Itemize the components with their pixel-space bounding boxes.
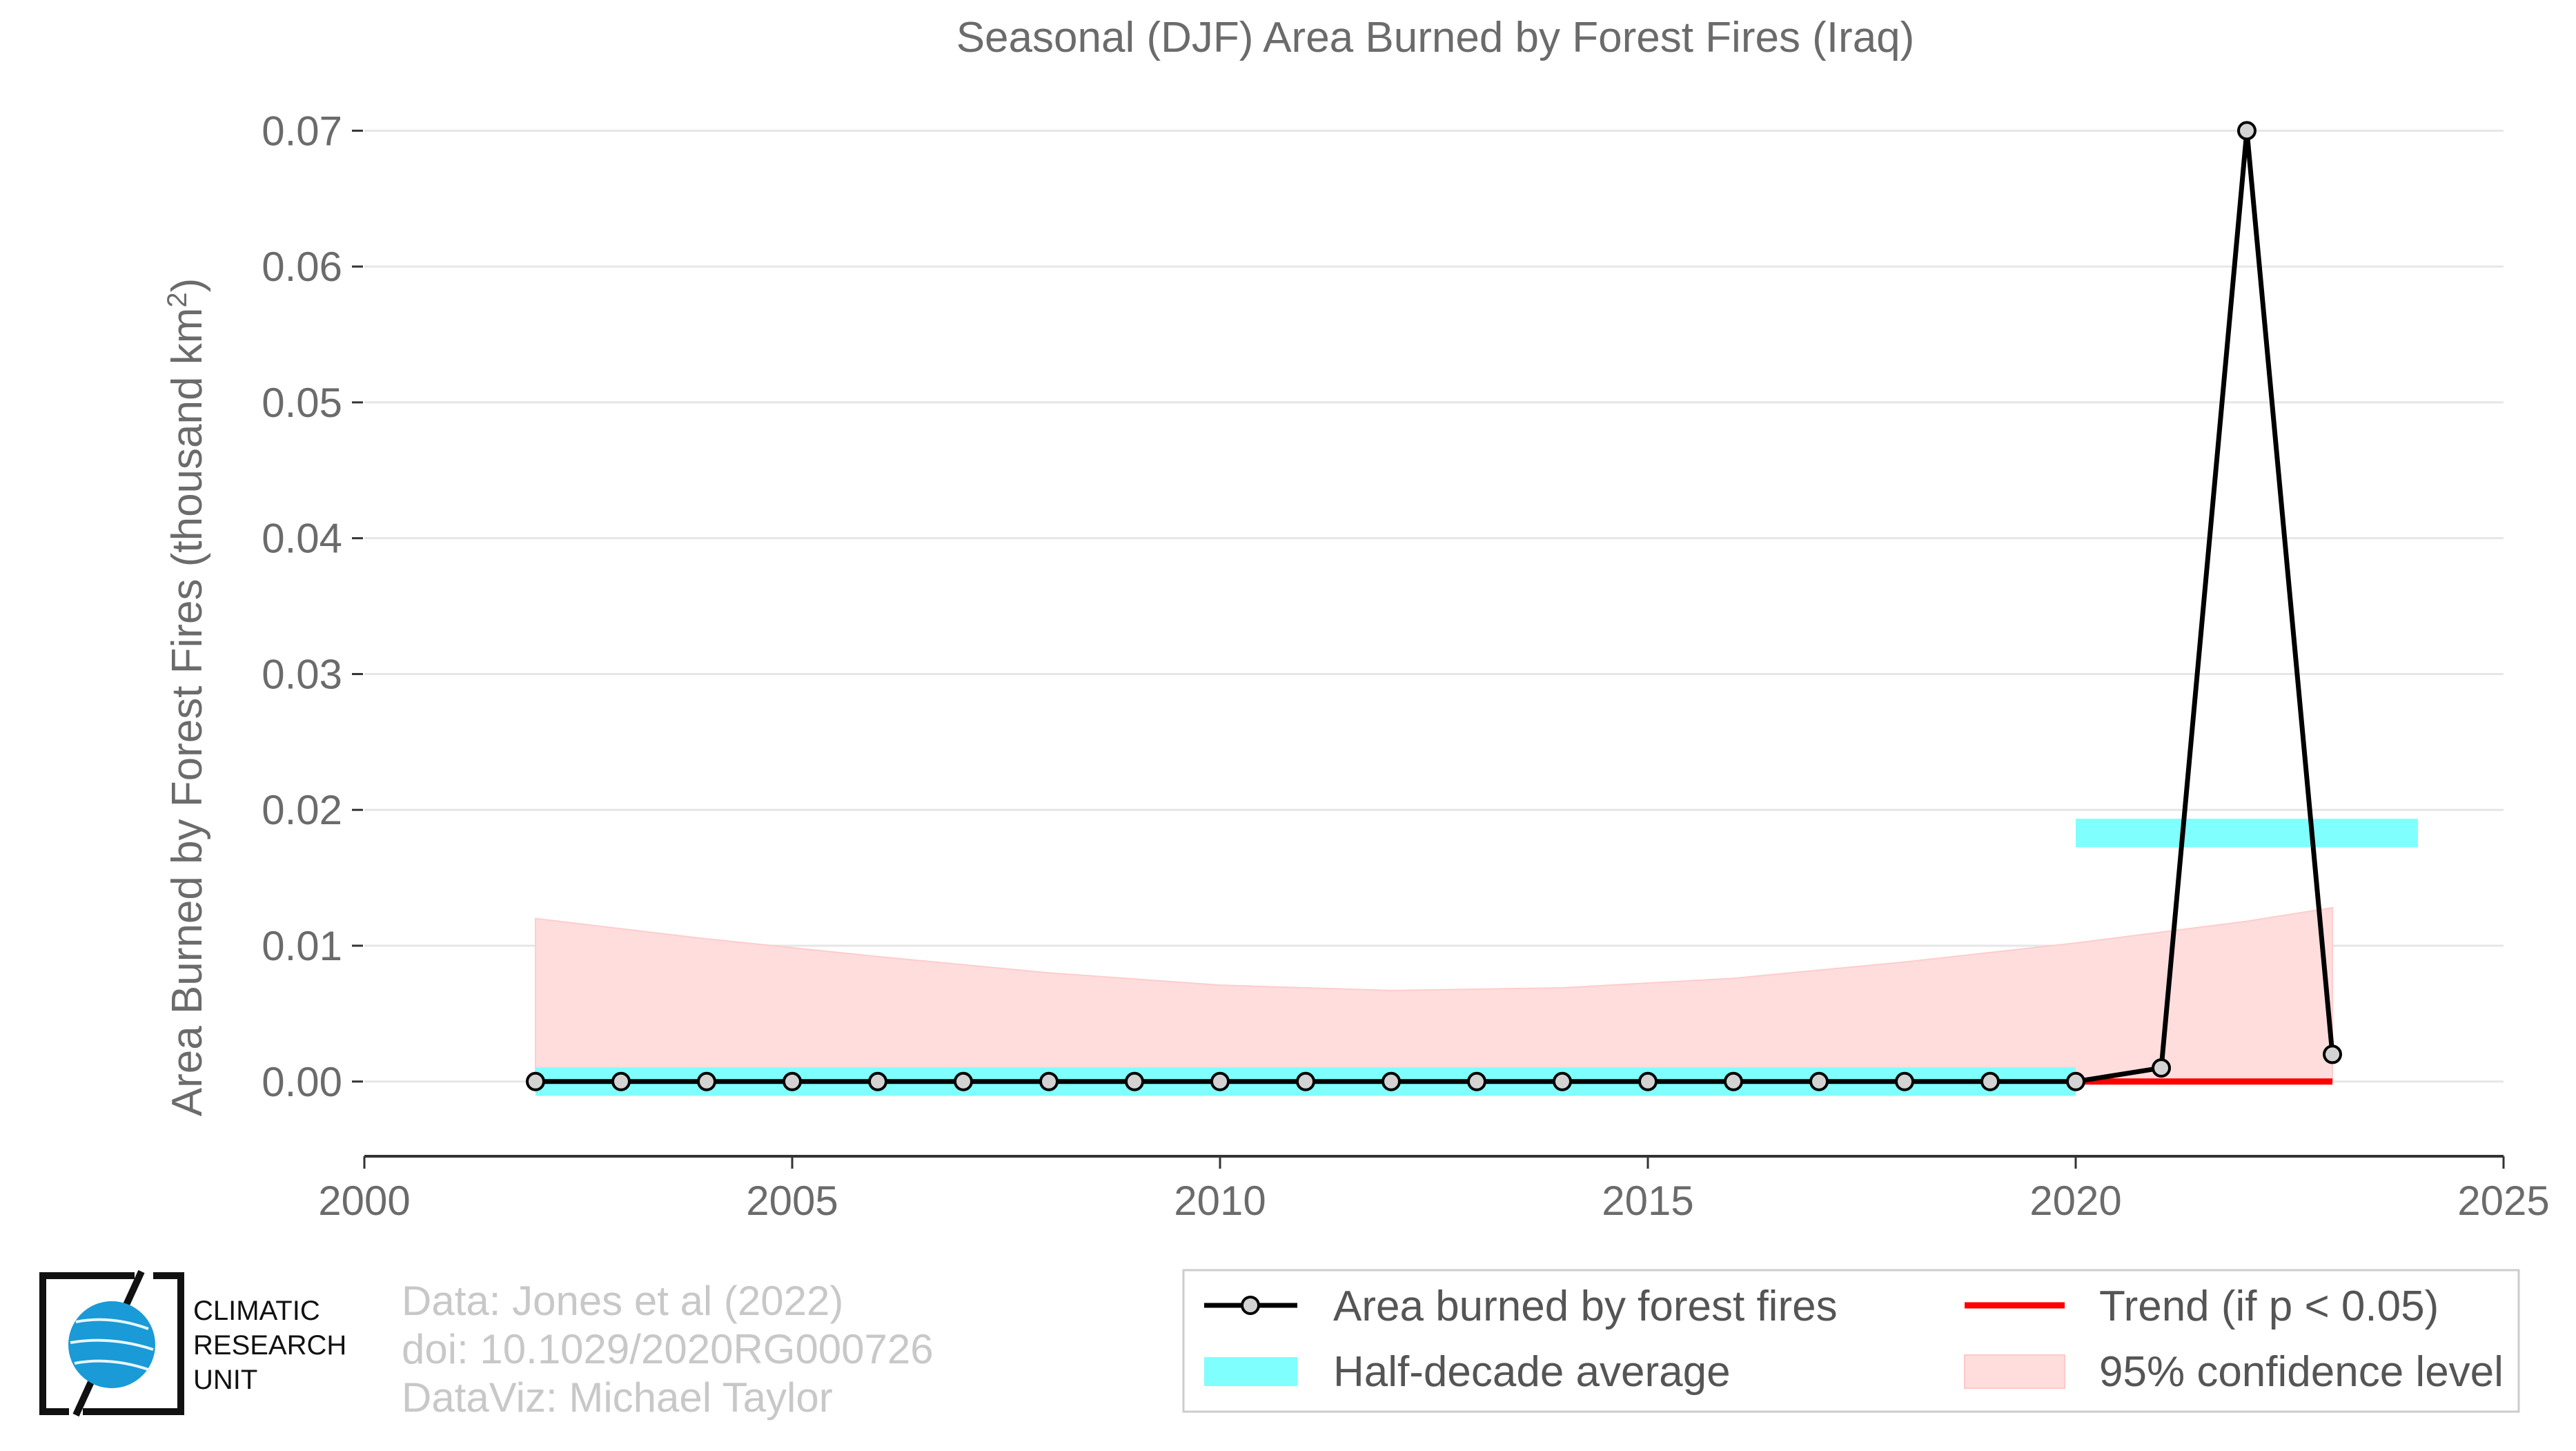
y-tick-label: 0.04 bbox=[262, 516, 342, 562]
logo-text-line2: RESEARCH bbox=[193, 1330, 346, 1361]
series-point bbox=[1980, 1071, 2000, 1091]
half-decade-average-bar bbox=[2076, 819, 2418, 848]
series-point bbox=[1553, 1071, 1572, 1091]
series-point bbox=[611, 1071, 631, 1091]
y-tick-label: 0.01 bbox=[262, 923, 342, 969]
cru-logo: CLIMATIC RESEARCH UNIT bbox=[39, 1269, 346, 1417]
series-point bbox=[1125, 1071, 1144, 1091]
series-point bbox=[2152, 1058, 2171, 1078]
series-point bbox=[2066, 1071, 2085, 1091]
y-axis-label-main: Area Burned by Forest Fires (thousand km bbox=[164, 308, 211, 1117]
y-tick-label: 0.02 bbox=[262, 787, 342, 833]
series-point bbox=[783, 1071, 802, 1091]
x-tick-label: 2025 bbox=[2457, 1178, 2549, 1224]
series-point bbox=[1724, 1071, 1743, 1091]
series-point bbox=[2323, 1044, 2342, 1064]
x-tick-label: 2005 bbox=[746, 1178, 838, 1224]
logo-bracket-right bbox=[83, 1272, 184, 1415]
legend-label-trend: Trend (if p < 0.05) bbox=[2099, 1283, 2439, 1330]
logo-text-line3: UNIT bbox=[193, 1365, 257, 1395]
series-point bbox=[1895, 1071, 1914, 1091]
logo-globe-lines bbox=[70, 1318, 154, 1372]
series-point bbox=[1638, 1071, 1658, 1091]
series-point bbox=[1382, 1071, 1401, 1091]
y-tick-label: 0.00 bbox=[262, 1059, 342, 1105]
credit-data: Data: Jones et al (2022) bbox=[402, 1278, 843, 1324]
legend: Area burned by forest fires Half-decade … bbox=[1182, 1269, 2520, 1413]
y-axis-label-sup: 2 bbox=[162, 292, 193, 307]
y-tick-label: 0.05 bbox=[262, 380, 342, 426]
x-tick-label: 2020 bbox=[2029, 1178, 2121, 1224]
y-axis-label: Area Burned by Forest Fires (thousand km… bbox=[162, 278, 211, 1117]
area-burned-series bbox=[526, 121, 2342, 1091]
series-point bbox=[1296, 1071, 1315, 1091]
y-axis-label-close: ) bbox=[164, 278, 211, 293]
series-point bbox=[868, 1071, 887, 1091]
credit-doi: doi: 10.1029/2020RG000726 bbox=[402, 1326, 934, 1372]
logo-globe-icon bbox=[68, 1301, 155, 1388]
y-tick-label: 0.06 bbox=[262, 244, 342, 290]
series-point bbox=[526, 1071, 545, 1091]
legend-label-series: Area burned by forest fires bbox=[1333, 1283, 1838, 1330]
legend-label-confidence: 95% confidence level bbox=[2099, 1348, 2504, 1396]
series-point bbox=[1039, 1071, 1059, 1091]
series-point bbox=[1210, 1071, 1230, 1091]
legend-label-average: Half-decade average bbox=[1333, 1348, 1731, 1396]
y-tick-label: 0.07 bbox=[262, 108, 342, 154]
credit-dataviz: DataViz: Michael Taylor bbox=[402, 1374, 833, 1421]
legend-swatch-average bbox=[1204, 1357, 1297, 1386]
series-point bbox=[954, 1071, 973, 1091]
logo-bracket-left bbox=[39, 1272, 135, 1415]
series-point bbox=[1809, 1071, 1829, 1091]
legend-swatch-series-marker bbox=[1241, 1296, 1260, 1315]
series-point bbox=[1467, 1071, 1486, 1091]
x-tick-label: 2000 bbox=[318, 1178, 410, 1224]
series-point bbox=[2237, 121, 2257, 141]
x-tick-label: 2010 bbox=[1174, 1178, 1266, 1224]
legend-swatch-confidence bbox=[1964, 1354, 2065, 1389]
logo-text-line1: CLIMATIC bbox=[193, 1296, 320, 1326]
confidence-band-area bbox=[535, 906, 2333, 1082]
axes: 0.00 0.01 0.02 0.03 0.04 0.05 0.06 0.07 2000 2005… bbox=[262, 108, 2550, 1224]
x-tick-label: 2015 bbox=[1602, 1178, 1693, 1224]
confidence-band bbox=[535, 906, 2333, 1082]
series-point bbox=[697, 1071, 716, 1091]
series-line bbox=[535, 128, 2335, 1084]
chart-title: Seasonal (DJF) Area Burned by Forest Fir… bbox=[956, 14, 1915, 61]
legend-box bbox=[1182, 1269, 2520, 1413]
y-tick-label: 0.03 bbox=[262, 651, 342, 697]
